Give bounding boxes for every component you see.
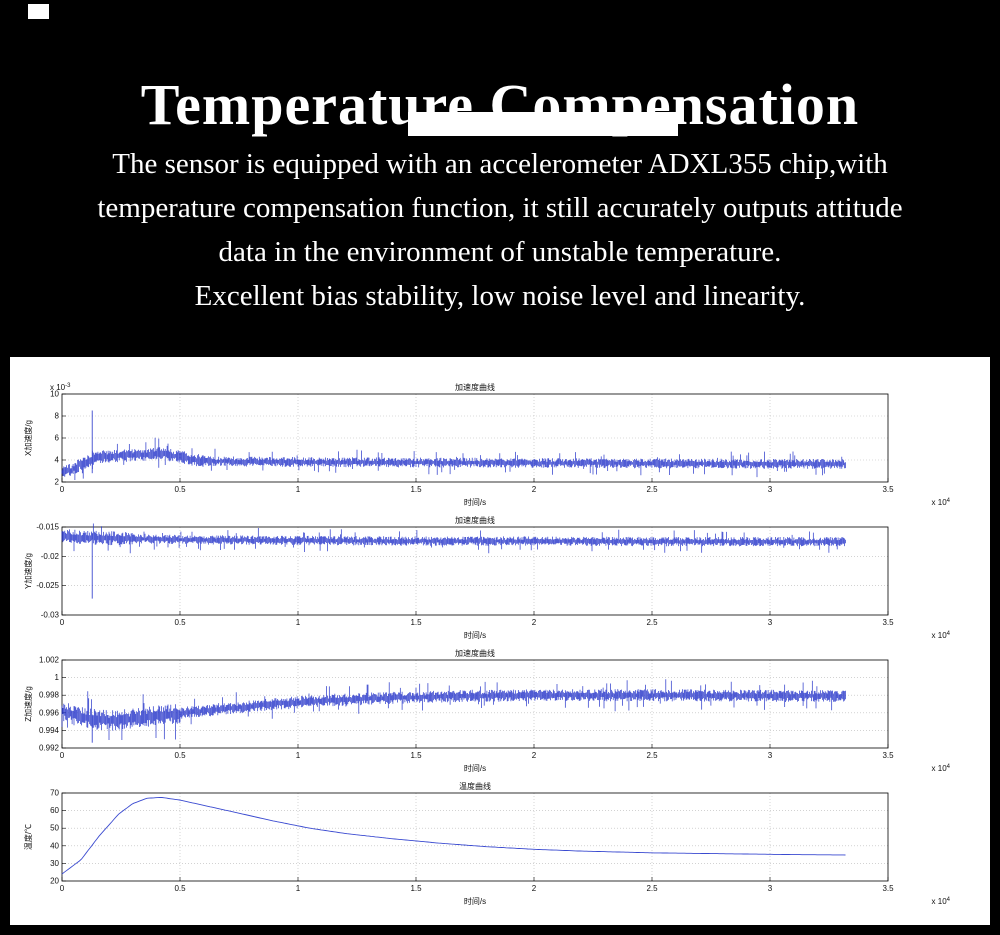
chart-z-acceleration: 0 0.5 1 1.5 2 2.5 3 3.5 0.992 0.994 0.996 0.998 1 1.0… — [20, 647, 980, 780]
svg-text:0.992: 0.992 — [39, 744, 60, 753]
svg-text:x 104: x 104 — [932, 631, 951, 640]
svg-text:2.5: 2.5 — [646, 618, 658, 627]
svg-text:30: 30 — [50, 859, 59, 868]
svg-text:1.5: 1.5 — [410, 884, 422, 893]
svg-text:加速度曲线: 加速度曲线 — [455, 382, 495, 392]
svg-text:40: 40 — [50, 841, 59, 850]
svg-text:x 104: x 104 — [932, 498, 951, 507]
svg-text:0.5: 0.5 — [174, 618, 186, 627]
description-paragraph: The sensor is equipped with an accelerom… — [0, 142, 1000, 318]
svg-text:3: 3 — [768, 485, 773, 494]
svg-text:0.5: 0.5 — [174, 751, 186, 760]
svg-text:0: 0 — [60, 884, 65, 893]
svg-text:3: 3 — [768, 884, 773, 893]
svg-text:50: 50 — [50, 824, 59, 833]
svg-text:时间/s: 时间/s — [464, 630, 486, 640]
svg-text:2: 2 — [532, 485, 537, 494]
svg-text:2.5: 2.5 — [646, 485, 658, 494]
svg-text:x 10-3: x 10-3 — [50, 383, 71, 392]
svg-text:X加速度/g: X加速度/g — [23, 420, 33, 456]
svg-text:温度曲线: 温度曲线 — [459, 781, 491, 791]
description-line-2: temperature compensation function, it st… — [97, 192, 903, 224]
svg-text:1: 1 — [296, 884, 301, 893]
svg-text:加速度曲线: 加速度曲线 — [455, 515, 495, 525]
svg-text:3.5: 3.5 — [882, 751, 894, 760]
svg-text:0: 0 — [60, 751, 65, 760]
svg-text:-0.02: -0.02 — [41, 552, 60, 561]
svg-text:3.5: 3.5 — [882, 485, 894, 494]
svg-text:2.5: 2.5 — [646, 884, 658, 893]
svg-text:3: 3 — [768, 618, 773, 627]
svg-text:1.5: 1.5 — [410, 618, 422, 627]
chart-x-acceleration: 0 0.5 1 1.5 2 2.5 3 3.5 2 4 6 8 10 加速度曲线时间/s X加速度/g x 1… — [20, 381, 980, 514]
svg-text:4: 4 — [55, 456, 60, 465]
svg-text:1: 1 — [296, 485, 301, 494]
svg-text:x 104: x 104 — [932, 764, 951, 773]
svg-text:2.5: 2.5 — [646, 751, 658, 760]
corner-mark — [28, 4, 49, 19]
svg-text:x 104: x 104 — [932, 897, 951, 906]
description-line-1: The sensor is equipped with an accelerom… — [112, 148, 888, 180]
svg-text:0.998: 0.998 — [39, 691, 60, 700]
description-line-4: Excellent bias stability, low noise leve… — [194, 280, 806, 312]
svg-text:2: 2 — [532, 751, 537, 760]
svg-text:0: 0 — [60, 485, 65, 494]
svg-text:加速度曲线: 加速度曲线 — [455, 648, 495, 658]
title-underline-bar — [408, 112, 678, 136]
svg-text:3.5: 3.5 — [882, 618, 894, 627]
svg-text:70: 70 — [50, 789, 59, 798]
svg-text:0: 0 — [60, 618, 65, 627]
svg-text:2: 2 — [55, 478, 60, 487]
svg-text:1: 1 — [55, 673, 60, 682]
svg-text:-0.025: -0.025 — [36, 581, 59, 590]
chart-panel: 0 0.5 1 1.5 2 2.5 3 3.5 2 4 6 8 10 加速度曲线 时间/s X加速度/g x 1… — [10, 357, 990, 925]
svg-text:10: 10 — [50, 390, 59, 399]
svg-text:1.5: 1.5 — [410, 751, 422, 760]
svg-text:1.5: 1.5 — [410, 485, 422, 494]
svg-text:0.994: 0.994 — [39, 726, 60, 735]
svg-text:6: 6 — [55, 434, 60, 443]
svg-text:1: 1 — [296, 751, 301, 760]
svg-text:20: 20 — [50, 877, 59, 886]
description-line-3: data in the environment of unstable temp… — [218, 236, 782, 268]
svg-text:2: 2 — [532, 884, 537, 893]
svg-text:0.5: 0.5 — [174, 485, 186, 494]
svg-text:-0.03: -0.03 — [41, 611, 60, 620]
svg-text:1.002: 1.002 — [39, 656, 60, 665]
svg-text:温度/℃: 温度/℃ — [23, 824, 33, 850]
svg-text:3: 3 — [768, 751, 773, 760]
chart-y-acceleration: 0 0.5 1 1.5 2 2.5 3 3.5 -0.03 -0.025 -0.02 -0.015 加速… — [20, 514, 980, 647]
svg-text:时间/s: 时间/s — [464, 896, 486, 906]
svg-text:0.996: 0.996 — [39, 708, 60, 717]
svg-text:8: 8 — [55, 412, 60, 421]
svg-text:Z加速度/g: Z加速度/g — [23, 686, 33, 722]
chart-temperature: 0 0.5 1 1.5 2 2.5 3 3.5 20 30 40 50 60 70 温度曲线时间/s 温度/℃… — [20, 780, 980, 913]
svg-text:3.5: 3.5 — [882, 884, 894, 893]
svg-text:-0.015: -0.015 — [36, 523, 59, 532]
svg-text:2: 2 — [532, 618, 537, 627]
svg-text:60: 60 — [50, 806, 59, 815]
svg-text:时间/s: 时间/s — [464, 763, 486, 773]
svg-text:1: 1 — [296, 618, 301, 627]
svg-text:Y加速度/g: Y加速度/g — [23, 553, 33, 589]
svg-text:0.5: 0.5 — [174, 884, 186, 893]
svg-text:时间/s: 时间/s — [464, 497, 486, 507]
